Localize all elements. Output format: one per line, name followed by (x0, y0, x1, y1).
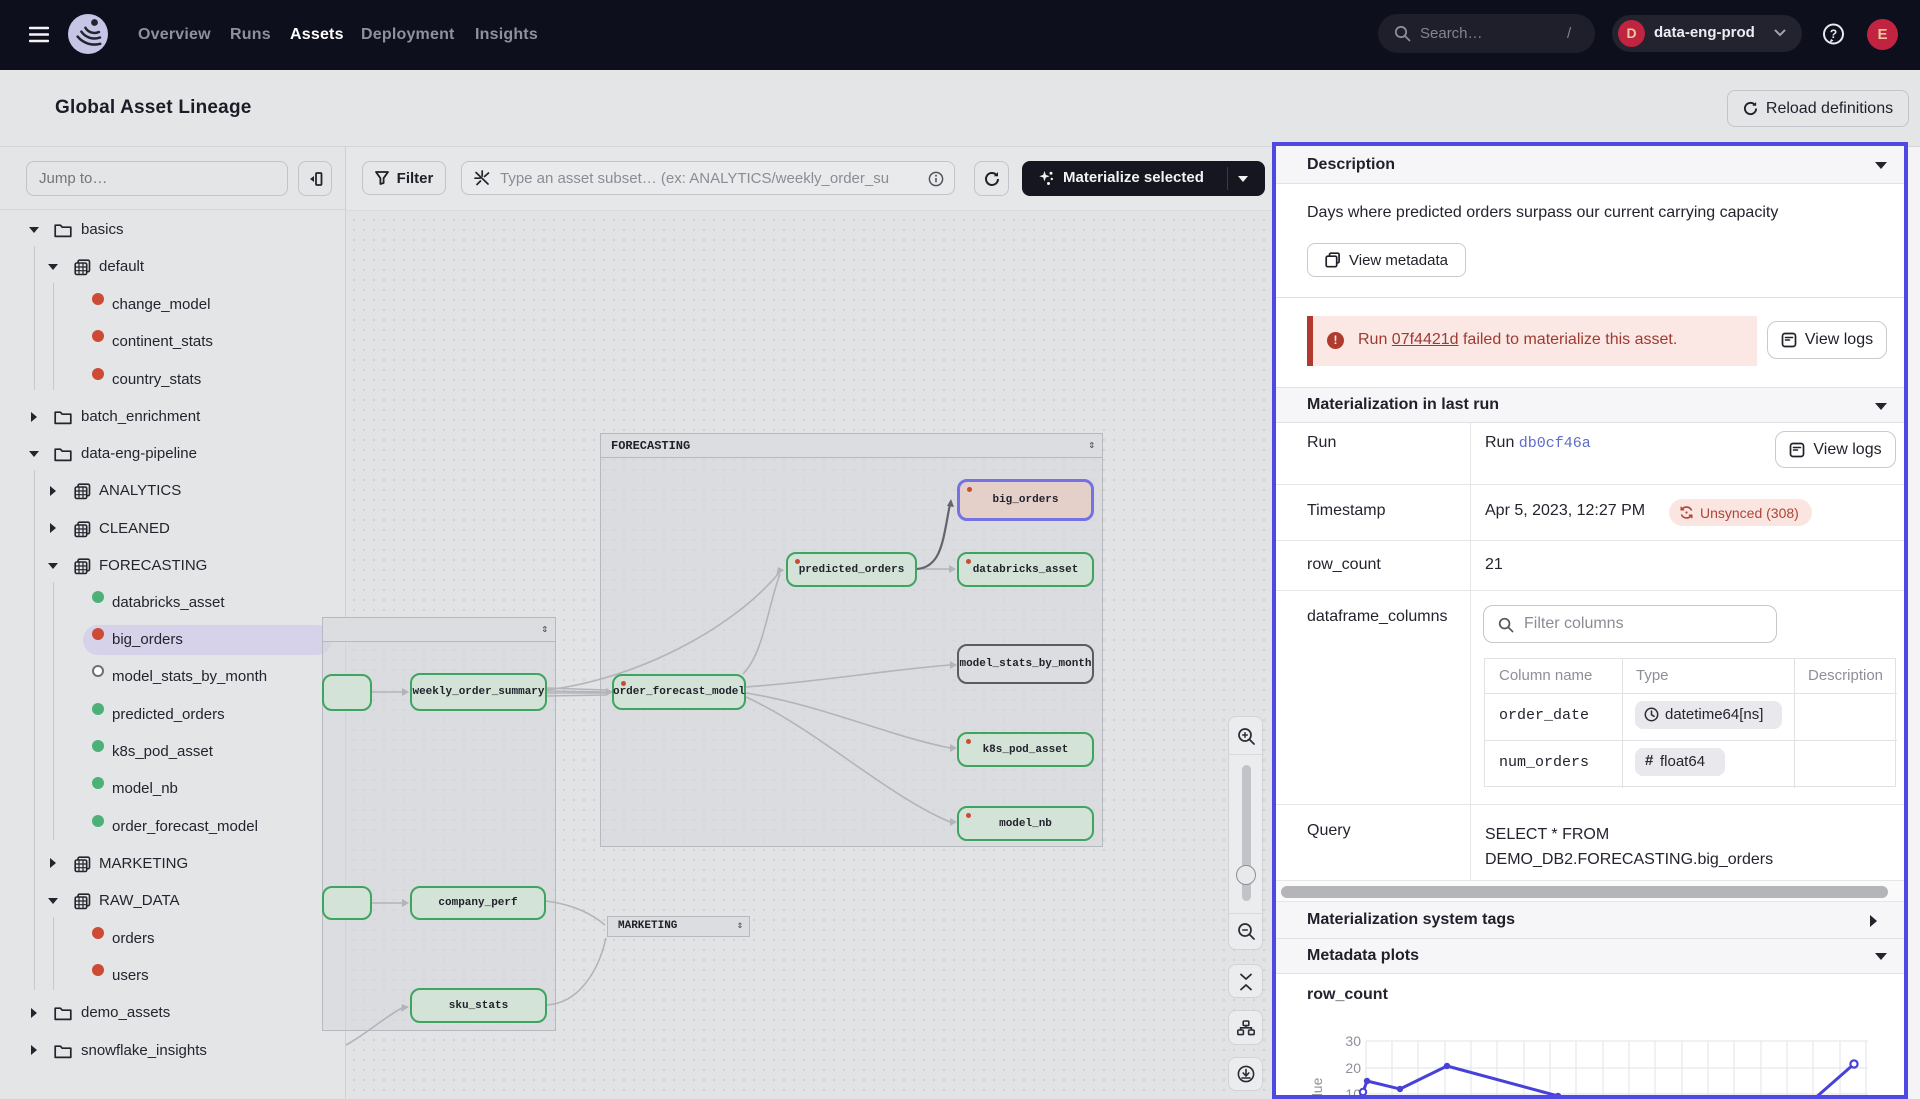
svg-text:30: 30 (1345, 1033, 1361, 1049)
svg-text:10: 10 (1345, 1086, 1361, 1095)
svg-text:Value: Value (1309, 1077, 1325, 1095)
svg-text:?: ? (1830, 27, 1837, 41)
svg-text:20: 20 (1345, 1060, 1361, 1076)
